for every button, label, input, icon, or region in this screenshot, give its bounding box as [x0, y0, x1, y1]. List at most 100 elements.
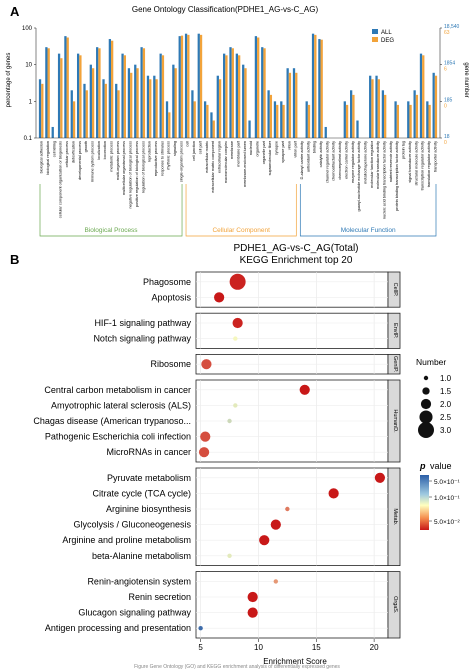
color-legend-title: p value — [419, 461, 452, 471]
go-bar-deg — [111, 40, 114, 138]
kegg-bubble — [328, 488, 339, 499]
go-bar-deg — [434, 75, 438, 138]
kegg-term-label: Antigen processing and presentation — [45, 623, 191, 633]
kegg-bubble — [201, 359, 212, 370]
kegg-term-label: Glucagon signaling pathway — [78, 608, 191, 618]
size-legend-dot — [420, 398, 432, 410]
kegg-bubble — [214, 292, 225, 303]
go-category-label: supramolecular fiber — [268, 140, 272, 175]
go-category-label: rhythmic process — [167, 141, 171, 170]
go-category-label: membrane-enclosed lumen — [243, 141, 247, 187]
go-category-label: metallochaperone activity — [363, 141, 367, 184]
size-legend-label: 1.5 — [440, 387, 452, 396]
go-bar-deg — [225, 55, 228, 139]
go-category-label: positive regulation of biological proces… — [135, 141, 139, 207]
go-bar-deg — [41, 83, 44, 138]
go-bar-all — [146, 75, 150, 138]
kegg-bubble — [247, 591, 258, 603]
go-category-label: chemoattractant activity — [332, 141, 336, 181]
go-category-label: transcription regulator activity — [421, 141, 425, 190]
kegg-bubble — [198, 626, 203, 631]
go-category-label: transporter activity — [433, 141, 437, 172]
go-category-label: locomotion — [103, 141, 107, 159]
go-y2-tick-label-all: 18 — [444, 134, 450, 140]
kegg-term-label: Pyruvate metabolism — [107, 473, 191, 483]
facet-frame — [195, 312, 389, 349]
facet-strip-label: OrgaS. — [392, 596, 398, 614]
kegg-facet: HumanD. Central carbon metabolism in canc… — [33, 379, 401, 463]
go-category-label: cell part — [198, 140, 202, 154]
go-category-label: cell — [186, 141, 190, 147]
go-bar-all — [280, 101, 283, 138]
go-category-labels: biological adhesion biological regulation… — [40, 140, 438, 219]
go-bar-deg — [60, 58, 63, 138]
go-group-label: Cellular Component — [212, 227, 270, 234]
facet-frame — [195, 571, 389, 639]
kegg-facet: EnvIP. HIF-1 signaling pathway Notch signa… — [93, 312, 401, 349]
go-bar-deg — [257, 37, 260, 138]
go-y-tick-label: 10 — [25, 63, 32, 69]
kegg-term-label: beta-Alanine metabolism — [92, 551, 191, 561]
kegg-bubble — [229, 273, 246, 290]
go-bar-all — [159, 53, 162, 138]
go-bar-deg — [66, 37, 69, 138]
go-bar-all — [64, 36, 67, 138]
go-bar-deg — [263, 48, 266, 138]
go-category-label: biological regulation — [46, 141, 50, 175]
go-bar-deg — [142, 48, 146, 138]
go-bar-deg — [428, 104, 431, 138]
facet-strip — [387, 571, 401, 639]
go-bar-all — [413, 90, 416, 138]
go-category-label: synapse — [275, 141, 279, 155]
go-chart-title: Gene Ontology Classification(PDHE1_AG-vs… — [132, 5, 319, 14]
go-bar-deg — [98, 48, 101, 138]
go-category-label: reproduction — [148, 141, 152, 162]
kegg-term-label: HIF-1 signaling pathway — [94, 318, 191, 328]
go-bar-all — [235, 53, 238, 138]
legend-all-label: ALL — [381, 30, 392, 36]
kegg-term-label: Pathogenic Escherichia coli infection — [45, 432, 191, 442]
go-bar-all — [426, 101, 429, 138]
go-category-label: biological adhesion — [40, 141, 44, 173]
facet-strip-label: HumanD. — [392, 409, 398, 433]
go-bar-all — [407, 101, 410, 138]
go-bar-all — [267, 90, 270, 138]
kegg-bubble — [374, 472, 386, 483]
go-bar-deg — [155, 79, 158, 138]
go-category-label: virion part — [294, 140, 298, 158]
kegg-bubble — [233, 403, 238, 408]
go-bar-all — [165, 101, 169, 138]
color-legend-tick-label: 5.0×10⁻² — [434, 519, 460, 526]
kegg-bubble — [299, 384, 310, 395]
go-bar-deg — [130, 72, 133, 138]
go-bar-all — [216, 75, 219, 138]
legend-all-swatch — [372, 29, 378, 34]
legend-deg-swatch — [372, 37, 378, 42]
go-bar-all — [356, 120, 359, 138]
go-category-label: membrane part — [237, 140, 241, 167]
go-category-label: electron carrier activity — [344, 141, 348, 179]
go-bar-deg — [218, 79, 222, 138]
go-category-label: membrane — [230, 141, 234, 159]
facet-strip-label: CellP. — [392, 283, 398, 297]
facet-frame — [195, 467, 389, 566]
kegg-facet: GenIP. Ribosome — [150, 353, 401, 375]
go-y2-tick-label-all: 1854 — [444, 61, 455, 67]
color-legend-bar — [420, 475, 429, 530]
go-bar-all — [286, 68, 289, 138]
kegg-term-label: Notch signaling pathway — [93, 334, 191, 344]
kegg-term-label: Citrate cycle (TCA cycle) — [92, 488, 191, 498]
go-bar-all — [305, 101, 308, 138]
go-bar-deg — [282, 104, 285, 138]
go-bar-all — [127, 68, 131, 138]
go-category-label: cellular component organization or bioge… — [59, 141, 63, 218]
go-category-label: synapse part — [281, 140, 285, 163]
go-bar-deg — [104, 83, 107, 138]
go-bar-all — [184, 33, 188, 139]
size-legend-dot — [418, 422, 434, 438]
color-legend-title-text: value — [428, 461, 452, 471]
kegg-chart-title: PDHE1_AG-vs-C_AG(Total) — [233, 243, 358, 254]
